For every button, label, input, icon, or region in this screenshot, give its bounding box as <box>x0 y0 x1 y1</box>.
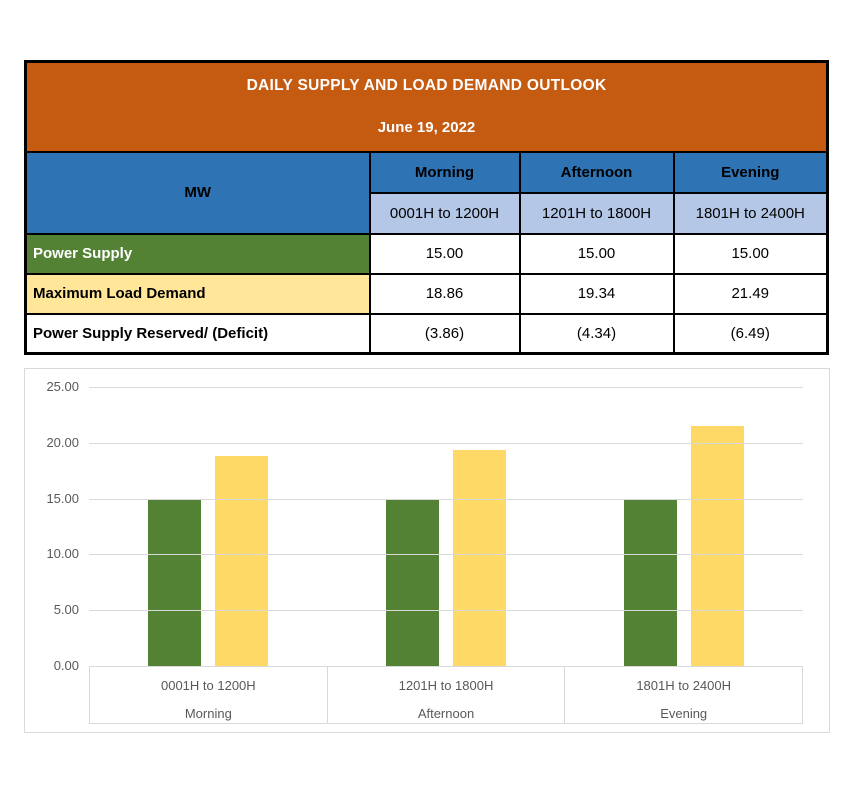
power-supply-evening-value: 15.00 <box>672 232 829 275</box>
max-load-demand-evening-value: 21.49 <box>672 272 829 315</box>
row-label-max-load-demand: Maximum Load Demand <box>24 272 371 315</box>
bar-power-supply-afternoon <box>386 498 439 666</box>
supply-demand-table: DAILY SUPPLY AND LOAD DEMAND OUTLOOK Jun… <box>24 60 829 355</box>
max-load-demand-afternoon-value: 19.34 <box>518 272 675 315</box>
column-header-evening: Evening <box>672 150 829 194</box>
gridline <box>89 498 803 500</box>
y-axis-tick-label: 0.00 <box>53 658 79 674</box>
y-axis-tick-label: 15.00 <box>46 490 79 506</box>
time-range-afternoon: 1201H to 1800H <box>518 191 675 235</box>
x-time-range-label: 1201H to 1800H <box>398 678 494 693</box>
time-range-morning: 0001H to 1200H <box>368 191 521 235</box>
bar-group-afternoon <box>327 387 565 666</box>
y-axis-tick-label: 20.00 <box>46 434 79 450</box>
x-category-afternoon: 1201H to 1800H Afternoon <box>326 667 565 723</box>
row-label-power-supply: Power Supply <box>24 232 371 275</box>
plot-area <box>89 387 803 666</box>
gridline <box>89 610 803 612</box>
bars-layer <box>89 387 803 666</box>
power-supply-morning-value: 15.00 <box>368 232 521 275</box>
reserve-deficit-evening-value: (6.49) <box>672 312 829 355</box>
supply-demand-bar-chart: 25.00 20.00 15.00 10.00 5.00 0.00 0001H to 12… <box>24 368 830 733</box>
column-header-morning: Morning <box>368 150 521 194</box>
x-category-evening: 1801H to 2400H Evening <box>564 667 804 723</box>
x-category-morning: 0001H to 1200H Morning <box>89 667 327 723</box>
unit-header-cell: MW <box>24 150 371 235</box>
reserve-deficit-afternoon-value: (4.34) <box>518 312 675 355</box>
table-row: Maximum Load Demand 18.86 19.34 21.49 <box>24 272 829 315</box>
table-title-cell: DAILY SUPPLY AND LOAD DEMAND OUTLOOK Jun… <box>24 60 829 153</box>
gridline <box>89 554 803 556</box>
bar-group-evening <box>565 387 803 666</box>
time-range-evening: 1801H to 2400H <box>672 191 829 235</box>
row-label-reserve-deficit: Power Supply Reserved/ (Deficit) <box>24 312 371 355</box>
x-period-label: Evening <box>660 706 708 721</box>
x-period-label: Morning <box>184 706 232 721</box>
y-axis-tick-label: 25.00 <box>46 379 79 395</box>
table-row: Power Supply Reserved/ (Deficit) (3.86) … <box>24 312 829 355</box>
y-axis: 25.00 20.00 15.00 10.00 5.00 0.00 <box>25 379 89 673</box>
x-period-label: Afternoon <box>417 706 475 721</box>
max-load-demand-morning-value: 18.86 <box>368 272 521 315</box>
reserve-deficit-morning-value: (3.86) <box>368 312 521 355</box>
y-axis-tick-label: 5.00 <box>53 602 79 618</box>
bar-maximum-load-demand-afternoon <box>453 450 506 666</box>
column-header-afternoon: Afternoon <box>518 150 675 194</box>
table-row: Power Supply 15.00 15.00 15.00 <box>24 232 829 275</box>
x-axis: 0001H to 1200H Morning 1201H to 1800H After… <box>89 666 804 724</box>
bar-maximum-load-demand-evening <box>691 426 744 666</box>
bar-maximum-load-demand-morning <box>215 455 268 666</box>
x-time-range-label: 1801H to 2400H <box>636 678 732 693</box>
x-time-range-label: 0001H to 1200H <box>160 678 256 693</box>
gridline <box>89 442 803 444</box>
bar-power-supply-morning <box>148 498 201 666</box>
table-title: DAILY SUPPLY AND LOAD DEMAND OUTLOOK <box>246 77 607 95</box>
y-axis-tick-label: 10.00 <box>46 546 79 562</box>
table-date: June 19, 2022 <box>377 119 476 137</box>
power-supply-afternoon-value: 15.00 <box>518 232 675 275</box>
bar-power-supply-evening <box>624 498 677 666</box>
gridline <box>89 387 803 388</box>
chart-plot-row: 25.00 20.00 15.00 10.00 5.00 0.00 <box>25 379 829 673</box>
bar-group-morning <box>89 387 327 666</box>
